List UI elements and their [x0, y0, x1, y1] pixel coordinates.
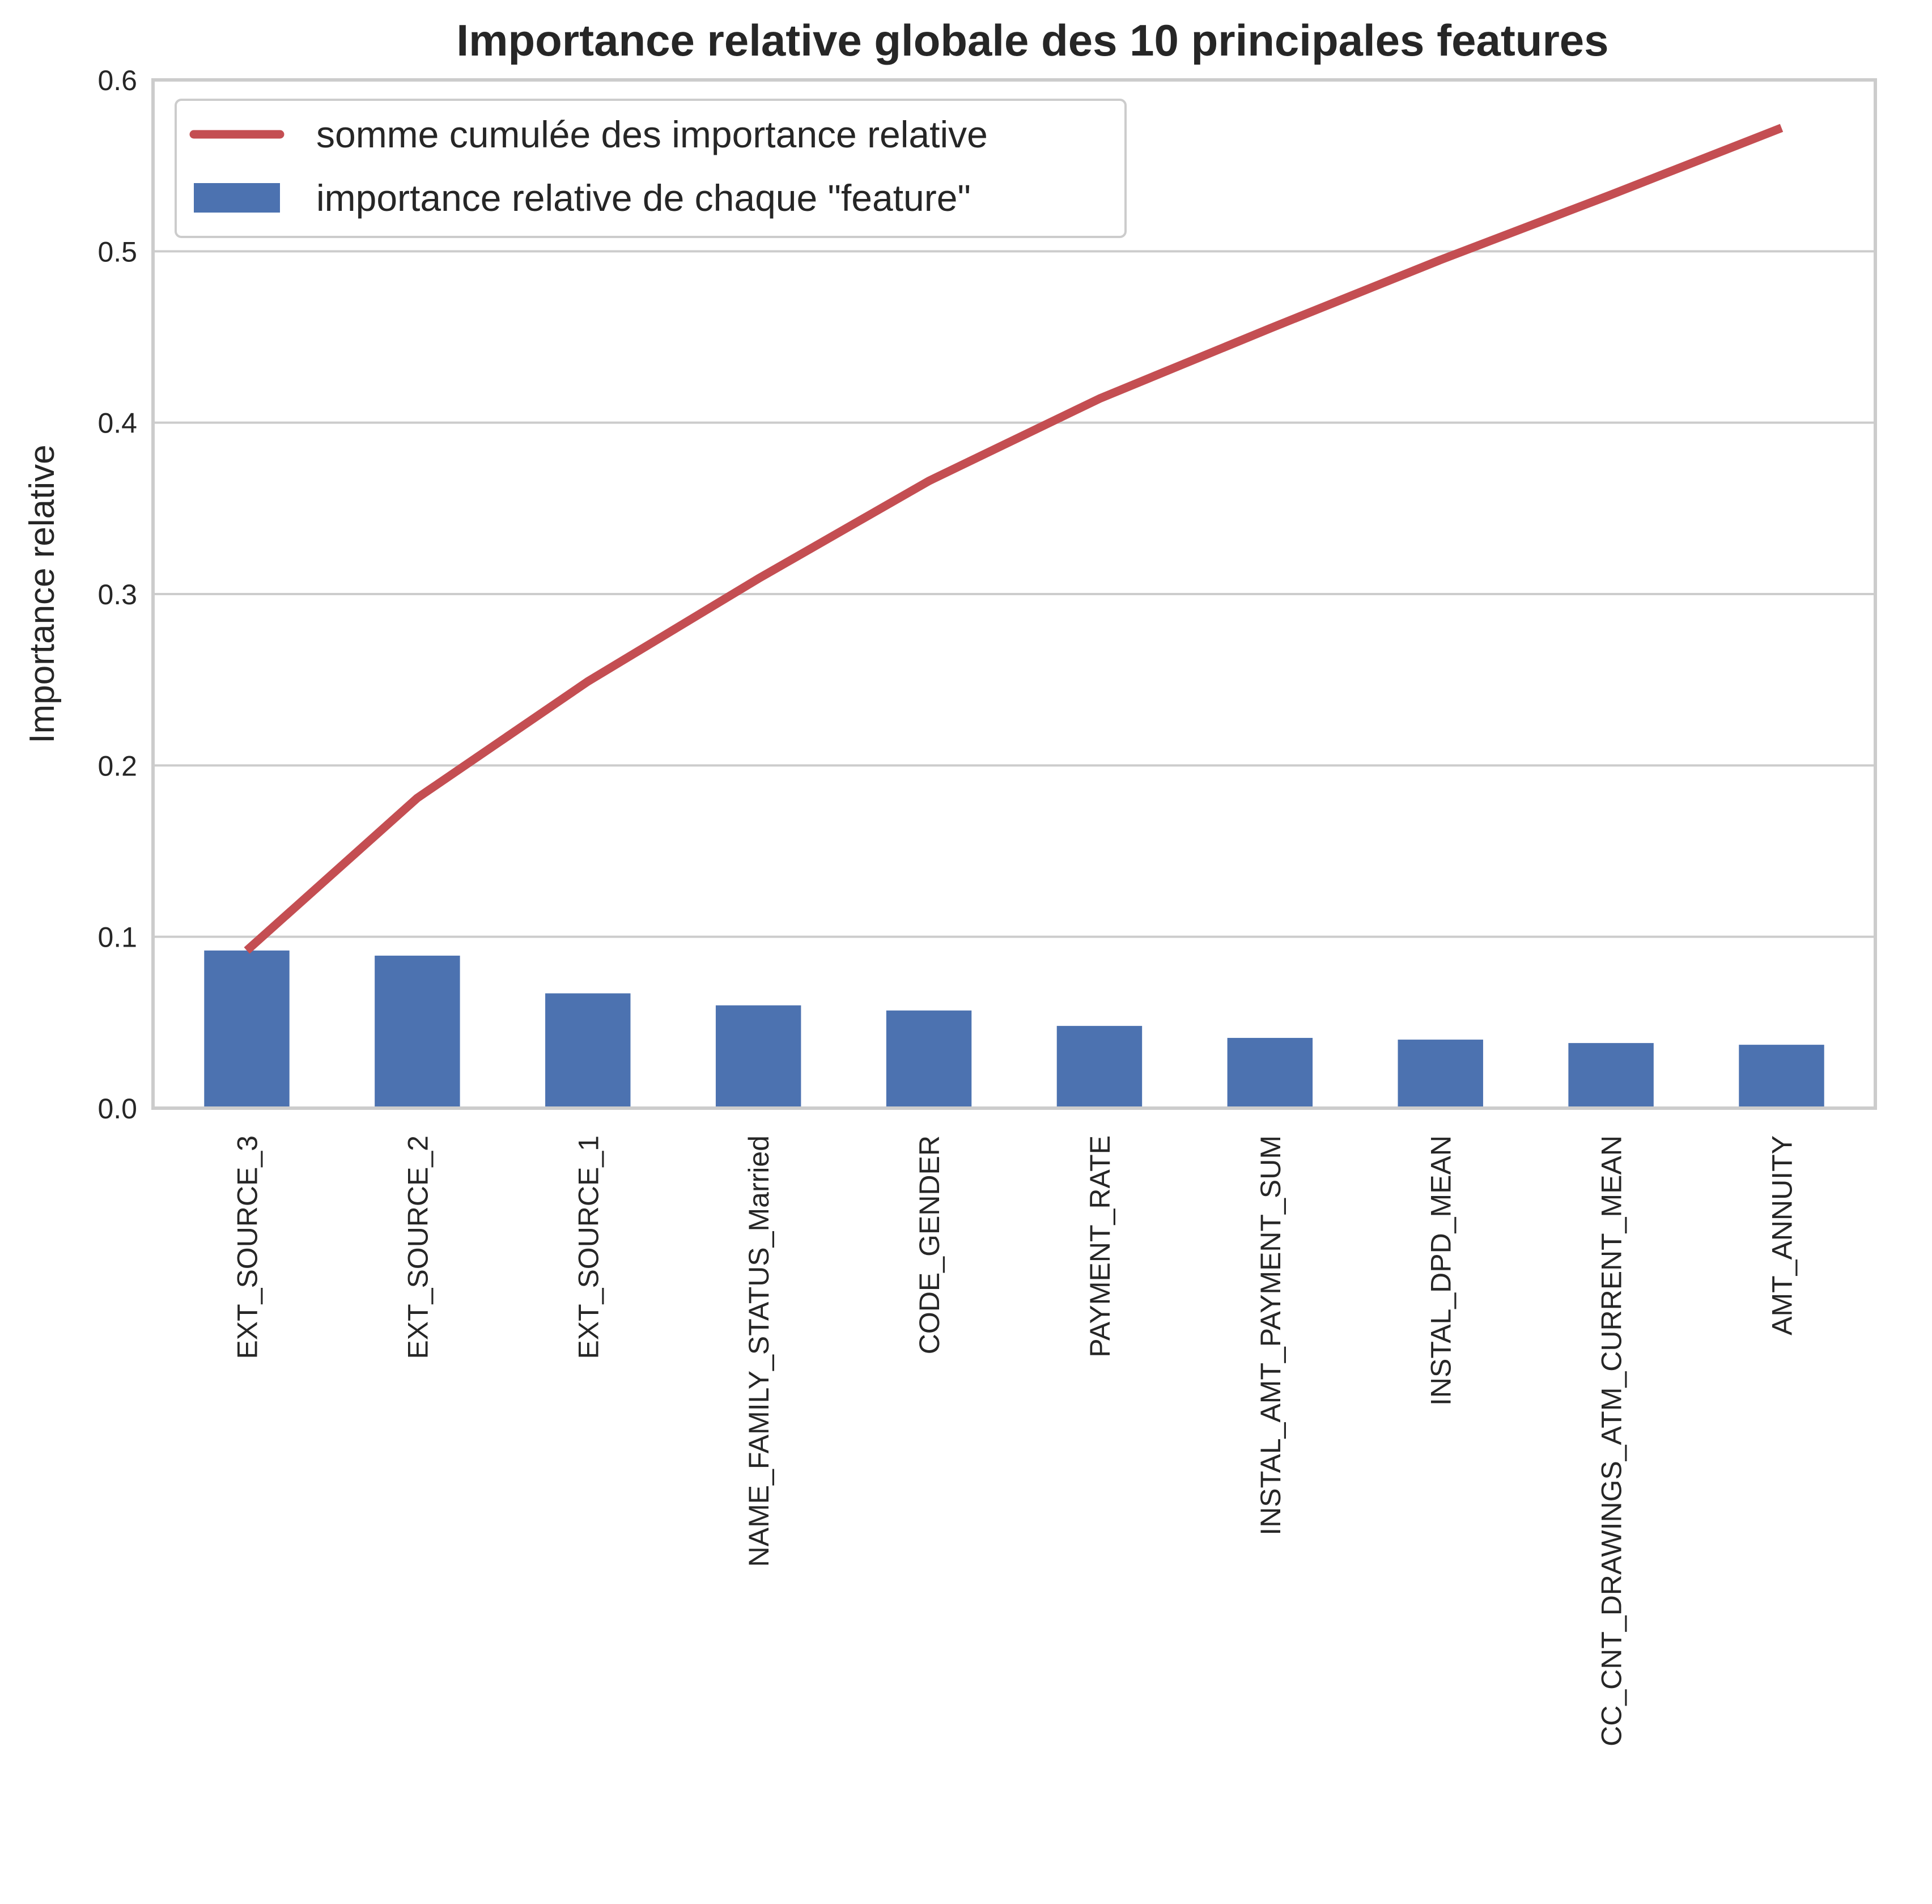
x-tick-label: INSTAL_AMT_PAYMENT_SUM	[1255, 1135, 1286, 1536]
bar	[886, 1010, 972, 1108]
bar	[1739, 1045, 1824, 1108]
bar	[1398, 1040, 1483, 1108]
x-tick-label: PAYMENT_RATE	[1084, 1135, 1116, 1358]
bar	[375, 955, 460, 1108]
x-tick-label: NAME_FAMILY_STATUS_Married	[743, 1135, 775, 1567]
y-tick-label: 0.4	[97, 408, 137, 439]
x-tick-label: EXT_SOURCE_3	[231, 1135, 263, 1359]
x-tick-label: EXT_SOURCE_2	[402, 1135, 434, 1359]
bars	[204, 950, 1824, 1108]
y-tick-label: 0.1	[97, 922, 137, 953]
cumulative-line	[244, 124, 1784, 954]
plot-frame	[151, 78, 1877, 1110]
y-tick-label: 0.2	[97, 750, 137, 782]
legend-bar-label: importance relative de chaque "feature"	[316, 177, 971, 219]
legend-box	[175, 99, 1127, 238]
x-tick-label: CODE_GENDER	[914, 1135, 945, 1354]
bar	[1568, 1043, 1654, 1108]
x-tick-labels: EXT_SOURCE_3 EXT_SOURCE_2 EXT_SOURCE_1 NAME…	[231, 1135, 1798, 1746]
bar	[715, 1005, 801, 1108]
legend-line-label: somme cumulée des importance relative	[316, 113, 988, 155]
legend: somme cumulée des importance relative im…	[175, 99, 1127, 238]
x-tick-label: AMT_ANNUITY	[1767, 1135, 1798, 1335]
y-tick-label: 0.0	[97, 1093, 137, 1125]
bar	[204, 950, 290, 1108]
bar	[1227, 1038, 1313, 1108]
cumulative-line-group	[244, 124, 1784, 954]
chart-title: Importance relative globale des 10 princ…	[456, 15, 1608, 65]
bar	[1056, 1025, 1143, 1108]
x-tick-label: EXT_SOURCE_1	[572, 1135, 604, 1359]
y-tick-label: 0.5	[97, 236, 137, 268]
legend-bar-swatch	[194, 183, 280, 213]
x-tick-label: CC_CNT_DRAWINGS_ATM_CURRENT_MEAN	[1596, 1135, 1628, 1746]
y-tick-label: 0.6	[97, 65, 137, 96]
y-tick-label: 0.3	[97, 579, 137, 610]
bar	[545, 993, 631, 1108]
x-tick-label: INSTAL_DPD_MEAN	[1425, 1135, 1457, 1406]
y-axis-label: Importance relative	[23, 444, 62, 743]
y-tick-labels: 0.0 0.1 0.2 0.3 0.4 0.5 0.6	[97, 65, 137, 1125]
